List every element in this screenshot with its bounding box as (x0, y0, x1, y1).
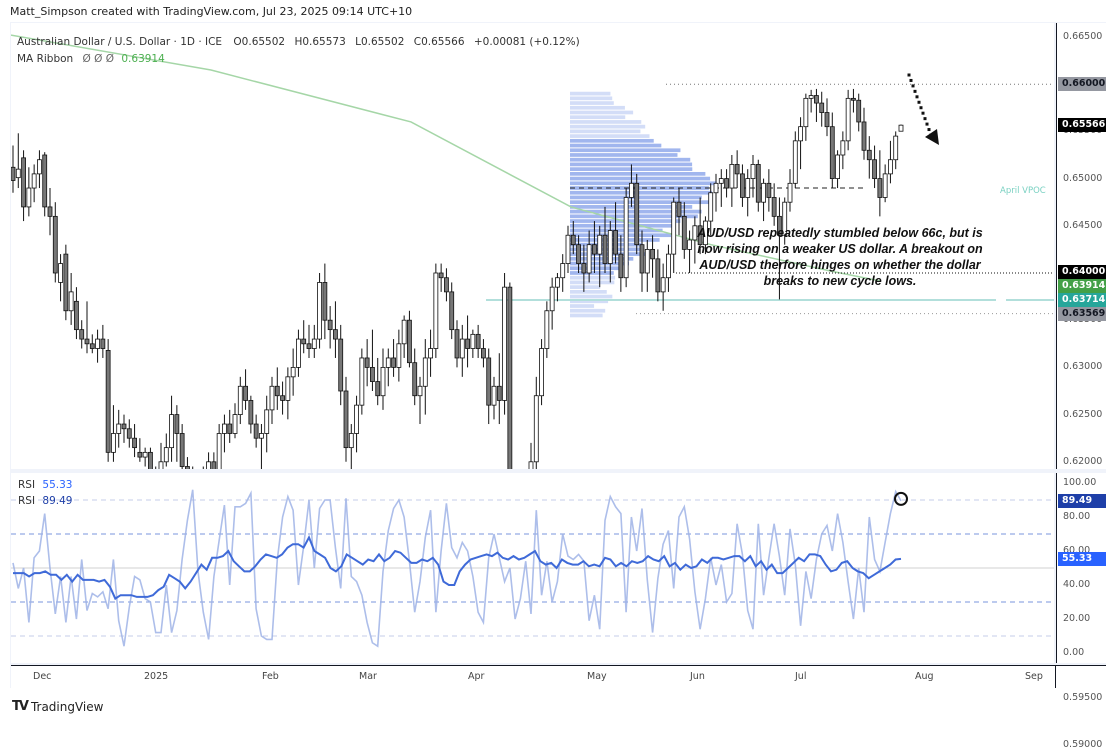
time-tick: Mar (359, 671, 377, 682)
ma-ribbon-legend[interactable]: MA Ribbon Ø Ø Ø 0.63914 (17, 53, 165, 65)
rsi-legend-name: RSI (18, 479, 35, 491)
ma-ribbon-empty-values: Ø Ø Ø (83, 53, 114, 65)
time-tick: Aug (915, 671, 934, 682)
ma-ribbon-name: MA Ribbon (17, 53, 73, 65)
chart-credit: Matt_Simpson created with TradingView.co… (10, 5, 412, 18)
rsi-legend-2[interactable]: RSI 89.49 (18, 495, 72, 507)
analysis-note[interactable]: AUD/USD repeatedly stumbled below 66c, b… (690, 225, 990, 289)
brand-name: TradingView (31, 700, 104, 714)
time-tick: Jun (690, 671, 705, 682)
rsi-value-label: 55.33 (1058, 552, 1106, 566)
time-tick: May (587, 671, 607, 682)
symbol-title[interactable]: Australian Dollar / U.S. Dollar · 1D · I… (17, 36, 222, 48)
rsi-legend-value: 89.49 (42, 495, 72, 507)
time-tick: Apr (468, 671, 484, 682)
price-tick: 0.59500 (1063, 692, 1102, 703)
april-vpoc-label: April VPOC (1000, 186, 1046, 196)
rsi-tick: 40.00 (1063, 579, 1090, 590)
price-label: 0.63914 (1058, 279, 1106, 293)
rsi-tick: 0.00 (1063, 647, 1084, 658)
symbol-legend: Australian Dollar / U.S. Dollar · 1D · I… (17, 36, 580, 48)
rsi-legend-value: 55.33 (42, 479, 72, 491)
rsi-tick: 100.00 (1063, 477, 1096, 488)
rsi-legend-name: RSI (18, 495, 35, 507)
time-axis[interactable]: Dec 2025 Feb Mar Apr May Jun Jul Aug Sep (11, 665, 1106, 688)
price-axis[interactable]: 0.665000.660000.655000.650000.645000.640… (1056, 23, 1107, 469)
price-label: 0.64000 (1058, 265, 1106, 279)
price-tick: 0.63000 (1063, 361, 1102, 372)
tradingview-brand[interactable]: TV TradingView (12, 699, 103, 714)
time-tick: Dec (33, 671, 51, 682)
price-tick: 0.62500 (1063, 409, 1102, 420)
axis-divider (1055, 666, 1056, 688)
rsi-chart-canvas[interactable] (11, 473, 1054, 663)
price-tick: 0.59000 (1063, 739, 1102, 750)
rsi-value-label: 89.49 (1058, 494, 1106, 508)
ohlc-open: O0.65502 (233, 36, 285, 48)
rsi-tick: 20.00 (1063, 613, 1090, 624)
rsi-tick: 80.00 (1063, 511, 1090, 522)
tradingview-logo-icon: TV (12, 699, 27, 714)
price-label: 0.66000 (1058, 77, 1106, 91)
ohlc-high: H0.65573 (294, 36, 345, 48)
time-tick: Sep (1025, 671, 1043, 682)
ohlc-low: L0.65502 (355, 36, 404, 48)
rsi-pane[interactable]: RSI 55.33 RSI 89.49 (11, 473, 1054, 663)
ohlc-change: +0.00081 (+0.12%) (474, 36, 580, 48)
time-tick: Feb (262, 671, 279, 682)
time-tick: Jul (795, 671, 806, 682)
price-tick: 0.66500 (1063, 31, 1102, 42)
price-tick: 0.65000 (1063, 173, 1102, 184)
rsi-axis[interactable]: 100.00 80.00 60.00 40.00 20.00 0.00 89.49 55.33 (1056, 473, 1107, 663)
time-tick: 2025 (144, 671, 168, 682)
price-label: 0.63714 (1058, 293, 1106, 307)
price-label: 0.63569 (1058, 307, 1106, 321)
rsi-legend-1[interactable]: RSI 55.33 (18, 479, 72, 491)
price-label: 0.65566 (1058, 118, 1106, 132)
price-tick: 0.62000 (1063, 456, 1102, 467)
price-tick: 0.64500 (1063, 220, 1102, 231)
ohlc-close: C0.65566 (414, 36, 465, 48)
ma-ribbon-value: 0.63914 (121, 53, 164, 65)
